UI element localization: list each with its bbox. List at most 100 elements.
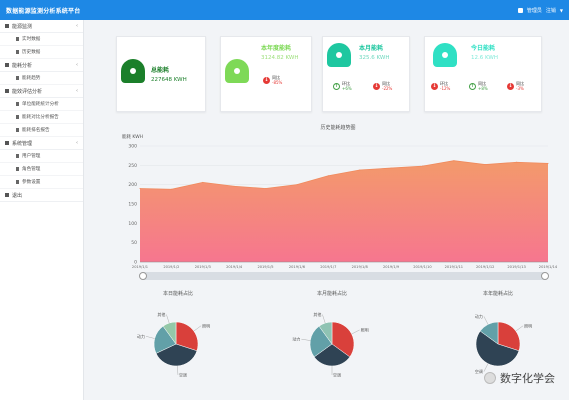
sidebar-group[interactable]: 退出 xyxy=(0,189,83,202)
item-icon xyxy=(16,50,19,54)
y-tick-label: 100 xyxy=(128,221,137,227)
stat-item: ↓ 同比 -3% xyxy=(507,81,524,91)
y-tick-label: 300 xyxy=(128,144,137,150)
x-tick-label: 2019/1/8 xyxy=(352,265,369,269)
data-point[interactable] xyxy=(547,162,549,164)
data-point[interactable] xyxy=(390,167,392,169)
slider-handle-right[interactable] xyxy=(541,272,549,280)
y-tick-label: 50 xyxy=(131,240,137,246)
item-icon xyxy=(16,128,19,132)
sidebar: 能源监测 ‹ 实时数据历史数据能耗分析 ‹ 能耗趋势能效评估分析 ‹ 单位能耗统计分析能耗对… xyxy=(0,20,84,400)
user-area[interactable]: 管理员 注销 ▼ xyxy=(517,7,563,14)
arrow-down-icon: ↓ xyxy=(431,82,438,90)
pie-leader-line xyxy=(515,325,524,332)
card-value: 3124.82 KWH xyxy=(261,55,299,61)
data-point[interactable] xyxy=(296,184,298,186)
data-point[interactable] xyxy=(233,185,235,187)
card-title: 总能耗 xyxy=(151,67,170,74)
menu-icon xyxy=(5,193,9,197)
data-point[interactable] xyxy=(327,175,329,177)
pie-leader-line xyxy=(177,365,179,375)
gauge-icon xyxy=(327,43,351,67)
chart-zoom-slider[interactable] xyxy=(139,272,549,280)
arrow-up-icon: ↑ xyxy=(333,82,340,90)
x-tick-label: 2019/1/14 xyxy=(539,265,558,269)
data-point[interactable] xyxy=(265,188,267,190)
card-value: 325.6 KWH xyxy=(359,55,390,61)
slider-handle-left[interactable] xyxy=(139,272,147,280)
card-total: 总能耗 227648 KWH xyxy=(116,36,206,112)
sidebar-item[interactable]: 能耗对比分析报告 xyxy=(0,111,83,124)
data-point[interactable] xyxy=(170,188,172,190)
data-point[interactable] xyxy=(202,181,204,183)
pie-slice[interactable] xyxy=(479,321,499,345)
gauge-icon xyxy=(121,59,145,83)
card-title: 本年度能耗 xyxy=(261,45,292,52)
watermark-text: 数字化学会 xyxy=(500,372,555,385)
data-point[interactable] xyxy=(453,160,455,162)
stat-item: ↑ 环比 +6% xyxy=(333,81,352,91)
stat-item: ↓ 同比 -22% xyxy=(373,81,393,91)
sidebar-item[interactable]: 实时数据 xyxy=(0,33,83,46)
sidebar-item[interactable]: 能耗趋势 xyxy=(0,72,83,85)
user-name[interactable]: 管理员 xyxy=(526,7,542,14)
card-today: 今日能耗 12.6 KWH ↓ 环比 -12% ↑ 同比 +8% ↓ 同比 -3% xyxy=(424,36,542,112)
x-tick-label: 2019/1/11 xyxy=(445,265,463,269)
arrow-up-icon: ↑ xyxy=(469,82,476,90)
pie-slice[interactable] xyxy=(331,321,355,358)
pie-slice[interactable] xyxy=(497,321,521,352)
data-point[interactable] xyxy=(359,169,361,171)
data-point[interactable] xyxy=(421,165,423,167)
sidebar-item-label: 参数设置 xyxy=(22,180,41,185)
sidebar-group[interactable]: 系统管理 ‹ xyxy=(0,137,83,150)
area-series xyxy=(140,160,548,262)
sidebar-item[interactable]: 用户管理 xyxy=(0,150,83,163)
watermark: 数字化学会 xyxy=(484,370,555,386)
data-point[interactable] xyxy=(484,164,486,166)
data-point[interactable] xyxy=(139,188,141,190)
pie-label: 照明 xyxy=(524,323,532,328)
x-tick-label: 2019/1/5 xyxy=(257,265,273,269)
y-tick-label: 0 xyxy=(134,260,137,266)
sidebar-group[interactable]: 能源监测 ‹ xyxy=(0,20,83,33)
pie-slice[interactable] xyxy=(155,343,198,367)
trend-chart: 历史能耗趋势图 0 50 100 150 200 250 300 能耗 KWH 2019/1/1… xyxy=(118,120,558,288)
sidebar-item[interactable]: 能耗排名报告 xyxy=(0,124,83,137)
sidebar-item-label: 能耗对比分析报告 xyxy=(22,115,59,120)
pie-label: 空调 xyxy=(475,368,483,374)
sidebar-item-label: 历史数据 xyxy=(22,50,41,55)
sidebar-group[interactable]: 能效评估分析 ‹ xyxy=(0,85,83,98)
card-value: 12.6 KWH xyxy=(471,55,498,61)
wechat-logo-icon xyxy=(484,372,496,384)
arrow-down-icon: ↓ xyxy=(507,82,514,90)
pie-slice[interactable] xyxy=(313,343,351,367)
sidebar-group-label: 系统管理 xyxy=(12,140,33,147)
sidebar-item[interactable]: 单位能耗统计分析 xyxy=(0,98,83,111)
pie-slice[interactable] xyxy=(318,321,333,345)
x-tick-label: 2019/1/4 xyxy=(226,265,243,269)
sidebar-item[interactable]: 历史数据 xyxy=(0,46,83,59)
user-icon xyxy=(517,7,523,13)
item-icon xyxy=(16,180,19,184)
pie-slice[interactable] xyxy=(309,325,333,358)
sidebar-item[interactable]: 参数设置 xyxy=(0,176,83,189)
stat-item: ↓ 同比 -85% xyxy=(263,75,283,85)
pie-slice[interactable] xyxy=(175,321,199,352)
pie-leader-line xyxy=(166,314,170,324)
sidebar-item-label: 能耗趋势 xyxy=(22,76,41,81)
pie-label: 动力 xyxy=(475,313,483,319)
data-point[interactable] xyxy=(516,161,518,163)
app-title: 数据能源监测分析系统平台 xyxy=(6,7,81,15)
sidebar-group[interactable]: 能耗分析 ‹ xyxy=(0,59,83,72)
gauge-icon xyxy=(433,43,457,67)
pie-title: 本日能耗占比 xyxy=(162,291,193,297)
pie-slice[interactable] xyxy=(162,321,177,345)
caret-down-icon[interactable]: ▼ xyxy=(559,7,563,13)
item-icon xyxy=(16,167,19,171)
sidebar-item[interactable]: 角色管理 xyxy=(0,163,83,176)
pie-label: 空调 xyxy=(333,372,341,378)
logout-link[interactable]: 注销 xyxy=(545,7,556,14)
item-icon xyxy=(16,102,19,106)
x-tick-label: 2019/1/7 xyxy=(320,265,336,269)
chevron-left-icon: ‹ xyxy=(76,140,78,146)
